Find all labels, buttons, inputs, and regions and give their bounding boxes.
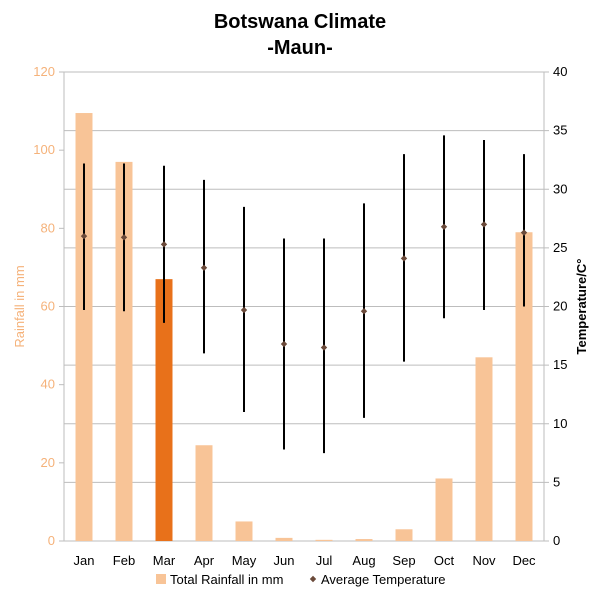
temperature-marker xyxy=(360,307,368,315)
rainfall-bar xyxy=(75,113,93,541)
x-tick-label: Apr xyxy=(194,553,215,568)
x-tick-label: Jul xyxy=(316,553,333,568)
x-tick-label: Dec xyxy=(512,553,536,568)
rainfall-bar xyxy=(115,161,133,541)
chart-subtitle: -Maun- xyxy=(267,37,333,59)
temperature-marker xyxy=(200,264,208,272)
x-tick-label: May xyxy=(232,553,257,568)
plot-area: 0 20 40 60 80 100 120 0 5 10 15 20 25 30 35 40 Rainfall … xyxy=(12,64,589,568)
temperature-marker xyxy=(520,229,528,236)
temperature-marker xyxy=(440,223,448,230)
rainfall-bar xyxy=(515,232,533,541)
temperature-marker xyxy=(320,344,328,351)
left-tick-label: 0 xyxy=(48,533,55,548)
chart-title: Botswana Climate xyxy=(214,11,386,33)
rainfall-bar xyxy=(155,279,173,541)
x-tick-label: Feb xyxy=(113,553,135,568)
temperature-marker xyxy=(280,340,288,348)
temperature-marker xyxy=(120,234,128,241)
x-tick-label: Aug xyxy=(352,553,375,568)
temperature-marker xyxy=(400,255,408,262)
left-tick-label: 40 xyxy=(41,377,55,392)
rainfall-bar xyxy=(235,521,253,541)
left-tick-label: 100 xyxy=(33,142,55,157)
x-tick-label: Mar xyxy=(153,553,176,568)
right-tick-label: 5 xyxy=(553,474,560,489)
rainfall-bar xyxy=(475,357,493,541)
temperature-marker xyxy=(240,306,248,314)
legend-label-rainfall: Total Rainfall in mm xyxy=(170,572,283,587)
left-tick-label: 80 xyxy=(41,220,55,235)
x-tick-label: Nov xyxy=(472,553,496,568)
legend-label-temperature: Average Temperature xyxy=(321,572,446,587)
left-tick-label: 20 xyxy=(41,455,55,470)
temperature-marker xyxy=(480,221,488,228)
right-axis-label: Temperature/C° xyxy=(574,259,589,355)
rainfall-bar xyxy=(275,537,293,541)
rainfall-bar xyxy=(315,539,333,541)
rainfall-bar xyxy=(435,478,453,541)
legend: Total Rainfall in mm Average Temperature xyxy=(156,572,446,587)
right-tick-label: 25 xyxy=(553,240,567,255)
rainfall-bar xyxy=(395,529,413,541)
right-tick-label: 15 xyxy=(553,357,567,372)
left-axis-label: Rainfall in mm xyxy=(12,265,27,347)
right-tick-label: 0 xyxy=(553,533,560,548)
x-tick-label: Jun xyxy=(274,553,295,568)
x-tick-label: Jan xyxy=(74,553,95,568)
right-tick-label: 40 xyxy=(553,64,567,79)
legend-marker-temperature xyxy=(309,575,317,583)
right-tick-label: 30 xyxy=(553,181,567,196)
x-tick-label: Sep xyxy=(392,553,415,568)
left-tick-label: 60 xyxy=(41,299,55,314)
left-tick-label: 120 xyxy=(33,64,55,79)
x-tick-label: Oct xyxy=(434,553,455,568)
right-tick-label: 35 xyxy=(553,123,567,138)
rainfall-bar xyxy=(195,445,213,541)
temperature-marker xyxy=(160,241,168,248)
temperature-marker xyxy=(80,232,88,240)
rainfall-bar xyxy=(355,539,373,541)
right-tick-label: 20 xyxy=(553,299,567,314)
legend-swatch-rainfall xyxy=(156,574,166,584)
right-tick-label: 10 xyxy=(553,416,567,431)
